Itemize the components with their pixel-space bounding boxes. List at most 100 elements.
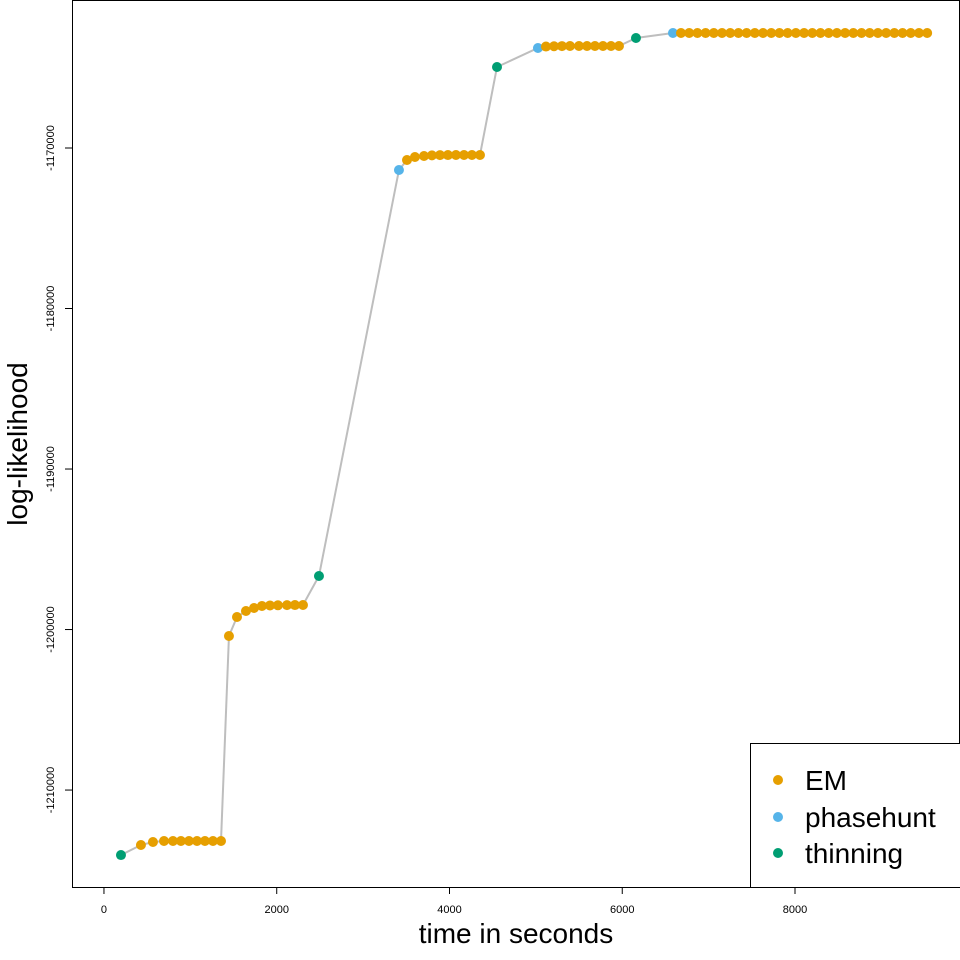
point-em — [606, 40, 617, 51]
point-em — [573, 41, 584, 52]
point-em — [708, 28, 719, 39]
point-em — [556, 41, 567, 52]
legend-box — [750, 743, 960, 888]
point-em — [409, 151, 420, 162]
point-em — [749, 28, 760, 39]
point-em — [272, 600, 283, 611]
point-em — [675, 28, 686, 39]
point-em — [183, 835, 194, 846]
point-em — [725, 28, 736, 39]
point-em — [889, 28, 900, 39]
legend-marker-phasehunt — [773, 812, 783, 822]
point-em — [466, 149, 477, 160]
point-em — [207, 835, 218, 846]
point-em — [474, 149, 485, 160]
point-em — [684, 28, 695, 39]
point-em — [175, 835, 186, 846]
point-thinning — [491, 61, 502, 72]
point-em — [216, 835, 227, 846]
point-thinning — [313, 570, 324, 581]
point-em — [897, 28, 908, 39]
point-em — [692, 28, 703, 39]
point-em — [881, 28, 892, 39]
x-tick-label: 4000 — [437, 904, 461, 916]
y-tick-label: -1180000 — [45, 286, 57, 332]
x-axis: 0 2000 4000 6000 8000 — [101, 887, 807, 916]
point-em — [450, 150, 461, 161]
point-em — [289, 600, 300, 611]
point-em — [717, 28, 728, 39]
point-em — [249, 602, 260, 613]
point-em — [922, 28, 933, 39]
point-em — [807, 28, 818, 39]
x-tick-label: 8000 — [783, 904, 807, 916]
y-tick-label: -1200000 — [45, 606, 57, 653]
x-tick-label: 0 — [101, 904, 107, 916]
point-em — [872, 28, 883, 39]
point-em — [147, 837, 158, 848]
point-em — [419, 150, 430, 161]
point-em — [848, 28, 859, 39]
point-em — [774, 28, 785, 39]
point-em — [831, 28, 842, 39]
point-em — [564, 41, 575, 52]
point-em — [913, 28, 924, 39]
point-em — [231, 611, 242, 622]
legend-marker-em — [773, 775, 783, 785]
point-em — [700, 28, 711, 39]
point-em — [815, 28, 826, 39]
point-em — [782, 28, 793, 39]
legend: EM phasehunt thinning — [750, 743, 960, 888]
point-em — [540, 41, 551, 52]
point-em — [856, 28, 867, 39]
point-em — [790, 28, 801, 39]
x-tick-label: 6000 — [610, 904, 634, 916]
point-em — [905, 28, 916, 39]
point-em — [766, 28, 777, 39]
point-em — [223, 630, 234, 641]
series-layer — [115, 28, 933, 861]
point-em — [401, 155, 412, 166]
point-em — [199, 835, 210, 846]
point-phasehunt — [667, 28, 678, 39]
y-axis-label: log-likelihood — [2, 362, 33, 525]
legend-marker-thinning — [773, 848, 783, 858]
point-em — [823, 28, 834, 39]
point-em — [240, 605, 251, 616]
point-thinning — [115, 850, 126, 861]
point-em — [589, 40, 600, 51]
y-axis: -1210000 -1200000 -1190000 -1180000 -1170000 — [45, 125, 73, 813]
point-em — [442, 150, 453, 161]
series-line — [120, 32, 928, 856]
point-em — [597, 40, 608, 51]
point-em — [191, 835, 202, 846]
y-tick-label: -1190000 — [45, 446, 57, 492]
point-em — [733, 28, 744, 39]
point-phasehunt — [532, 42, 543, 53]
point-em — [264, 600, 275, 611]
point-phasehunt — [393, 165, 404, 176]
legend-label-em: EM — [805, 765, 847, 796]
point-em — [167, 835, 178, 846]
x-axis-label: time in seconds — [419, 918, 614, 949]
point-em — [799, 28, 810, 39]
point-em — [297, 599, 308, 610]
point-em — [840, 28, 851, 39]
point-em — [158, 835, 169, 846]
point-em — [434, 150, 445, 161]
y-tick-label: -1170000 — [45, 125, 57, 171]
point-em — [758, 28, 769, 39]
point-em — [426, 150, 437, 161]
point-thinning — [630, 32, 641, 43]
point-em — [613, 40, 624, 51]
point-em — [135, 840, 146, 851]
point-em — [256, 600, 267, 611]
point-em — [741, 28, 752, 39]
y-tick-label: -1210000 — [45, 767, 57, 814]
point-em — [864, 28, 875, 39]
point-em — [458, 150, 469, 161]
x-tick-label: 2000 — [264, 904, 288, 916]
point-em — [549, 41, 560, 52]
legend-label-thinning: thinning — [805, 838, 903, 869]
